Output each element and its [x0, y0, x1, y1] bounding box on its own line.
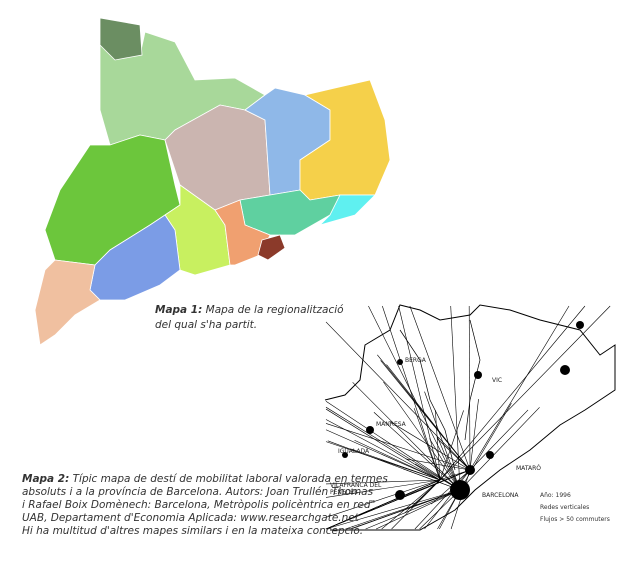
- flow-line: [373, 412, 461, 491]
- flow-line: [375, 489, 461, 530]
- flow-line: [325, 489, 461, 530]
- flow-line: [450, 305, 461, 491]
- flow-line: [459, 407, 540, 491]
- flow-line: [469, 409, 529, 471]
- caption-text: Mapa de la regionalització: [206, 304, 345, 316]
- node: [474, 371, 482, 379]
- flow-line: [351, 448, 441, 481]
- caption-label: Mapa 2:: [22, 473, 69, 485]
- legend-text: Flujos > 50 commuters: [540, 516, 610, 523]
- place-label: BARCELONA: [482, 492, 519, 499]
- flow-line: [414, 469, 471, 530]
- flow-line: [325, 419, 441, 481]
- caption-text: UAB, Departament d'Economia Aplicada: ww…: [22, 512, 360, 524]
- place-label: MANRESA: [376, 421, 407, 428]
- flow-line: [405, 458, 471, 471]
- caption-text: absoluts i a la província de Barcelona. …: [22, 486, 374, 498]
- flow-line: [325, 429, 441, 481]
- flow-line: [325, 400, 461, 491]
- flow-line: [439, 305, 586, 481]
- map-commuting: [324, 304, 616, 531]
- flow-line: [325, 479, 441, 498]
- flow-line: [439, 305, 611, 481]
- caption-text: i Rafael Boix Domènech: Barcelona, Metrò…: [22, 499, 379, 511]
- flow-line: [325, 321, 471, 471]
- flow-line: [398, 305, 441, 481]
- flow-line: [325, 406, 461, 491]
- flow-line: [410, 479, 441, 509]
- flow-line: [424, 391, 461, 491]
- flow-line: [325, 408, 441, 481]
- flow-line: [325, 479, 441, 485]
- caption-text: Hi ha multitud d'altres mapes similars i…: [22, 525, 363, 537]
- node: [395, 490, 405, 500]
- legend-text: Redes verticales: [540, 504, 589, 511]
- caption-text: del qual s'ha partit.: [155, 319, 257, 331]
- node: [366, 426, 374, 434]
- place-label: PENEDÈS: [330, 488, 358, 496]
- caption: Mapa 1: Mapa de la regionalització: [155, 304, 344, 316]
- caption-label: Mapa 1:: [155, 304, 202, 316]
- flow-line: [383, 381, 461, 491]
- flow-line: [469, 305, 570, 471]
- node: [342, 452, 348, 458]
- flow-line: [365, 489, 461, 530]
- node: [397, 359, 403, 365]
- place-label: VIC: [492, 377, 502, 384]
- flow-line: [459, 403, 512, 491]
- place-label: VILAFRANCA DEL: [330, 482, 382, 489]
- flow-line: [468, 305, 471, 471]
- flow-line: [325, 423, 471, 471]
- legend-text: Año: 1996: [540, 492, 571, 499]
- node: [576, 321, 584, 329]
- node: [465, 465, 475, 475]
- node: [450, 480, 470, 500]
- flow-line: [469, 399, 479, 471]
- flow-line: [368, 305, 461, 491]
- caption-text: Típic mapa de destí de mobilitat laboral…: [73, 473, 389, 485]
- flow-line: [409, 305, 471, 471]
- map-catalonia: [34, 17, 391, 346]
- node: [486, 451, 494, 459]
- place-label: BERGA: [405, 357, 427, 364]
- caption: Mapa 2: Típic mapa de destí de mobilitat…: [22, 473, 388, 485]
- flow-line: [389, 421, 471, 471]
- flow-line: [424, 469, 471, 530]
- flow-line: [349, 489, 461, 530]
- node: [560, 365, 570, 375]
- place-label: MATARÓ: [516, 465, 541, 472]
- flow-line: [352, 382, 461, 491]
- flow-line: [354, 440, 441, 481]
- flow-line: [325, 479, 441, 530]
- flow-line: [439, 410, 464, 481]
- place-label: IGUALADA: [338, 448, 370, 455]
- flow-line: [382, 305, 441, 481]
